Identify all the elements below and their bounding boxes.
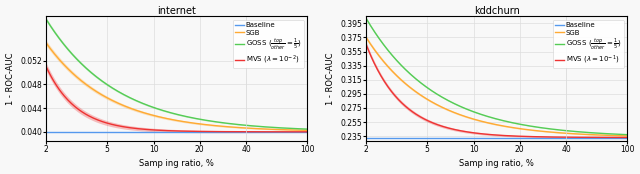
MVS ($\lambda = 10^{-2}$) <box>43 68 51 70</box>
Baseline <box>0 131 4 133</box>
MVS ($\lambda = 10^{-2}$) <box>303 131 311 133</box>
SGB <box>599 134 607 136</box>
MVS ($\lambda = 10^{-1}$) <box>623 136 631 139</box>
SGB <box>582 133 590 135</box>
GOSS ($\frac{\mathit{top}}{\mathit{other}}=\frac{1}{5}$) <box>363 19 371 21</box>
Line: SGB: SGB <box>366 37 627 136</box>
GOSS ($\frac{\mathit{top}}{\mathit{other}}=\frac{1}{5}$) <box>262 126 270 128</box>
GOSS ($\frac{\mathit{top}}{\mathit{other}}=\frac{1}{5}$) <box>43 20 51 22</box>
SGB <box>362 36 370 38</box>
Line: GOSS ($\frac{\mathit{top}}{\mathit{other}}=\frac{1}{5}$): GOSS ($\frac{\mathit{top}}{\mathit{other… <box>46 19 307 129</box>
GOSS ($\frac{\mathit{top}}{\mathit{other}}=\frac{1}{5}$) <box>518 124 525 126</box>
MVS ($\lambda = 10^{-1}$) <box>363 46 371 48</box>
MVS ($\lambda = 10^{-1}$) <box>517 135 525 137</box>
GOSS ($\frac{\mathit{top}}{\mathit{other}}=\frac{1}{5}$) <box>279 127 287 129</box>
SGB <box>517 128 525 130</box>
MVS ($\lambda = 10^{-2}$) <box>42 66 50 68</box>
MVS ($\lambda = 10^{-1}$) <box>522 135 530 137</box>
Baseline <box>316 137 324 139</box>
GOSS ($\frac{\mathit{top}}{\mathit{other}}=\frac{1}{5}$) <box>623 134 631 136</box>
SGB <box>279 129 287 131</box>
Y-axis label: 1 - ROC-AUC: 1 - ROC-AUC <box>326 52 335 105</box>
MVS ($\lambda = 10^{-2}$) <box>262 131 270 133</box>
Legend: Baseline, SGB, GOSS ($\frac{\mathit{top}}{\mathit{other}}=\frac{1}{5}$), MVS ($\: Baseline, SGB, GOSS ($\frac{\mathit{top}… <box>233 20 304 68</box>
SGB <box>623 135 631 137</box>
SGB <box>43 43 51 45</box>
X-axis label: Samp ing ratio, %: Samp ing ratio, % <box>140 159 214 168</box>
Line: MVS ($\lambda = 10^{-2}$): MVS ($\lambda = 10^{-2}$) <box>46 67 307 132</box>
Title: kddchurn: kddchurn <box>474 6 520 15</box>
X-axis label: Samp ing ratio, %: Samp ing ratio, % <box>460 159 534 168</box>
GOSS ($\frac{\mathit{top}}{\mathit{other}}=\frac{1}{5}$) <box>599 132 607 135</box>
MVS ($\lambda = 10^{-2}$) <box>197 130 205 132</box>
Line: MVS ($\lambda = 10^{-1}$): MVS ($\lambda = 10^{-1}$) <box>366 45 627 137</box>
SGB <box>202 124 210 126</box>
GOSS ($\frac{\mathit{top}}{\mathit{other}}=\frac{1}{5}$) <box>303 128 311 130</box>
MVS ($\lambda = 10^{-1}$) <box>599 136 607 139</box>
GOSS ($\frac{\mathit{top}}{\mathit{other}}=\frac{1}{5}$) <box>582 131 590 133</box>
Line: SGB: SGB <box>46 43 307 130</box>
MVS ($\lambda = 10^{-1}$) <box>582 136 590 138</box>
Title: internet: internet <box>157 6 196 15</box>
GOSS ($\frac{\mathit{top}}{\mathit{other}}=\frac{1}{5}$) <box>202 119 210 121</box>
SGB <box>522 128 530 130</box>
Line: GOSS ($\frac{\mathit{top}}{\mathit{other}}=\frac{1}{5}$): GOSS ($\frac{\mathit{top}}{\mathit{other… <box>366 18 627 135</box>
GOSS ($\frac{\mathit{top}}{\mathit{other}}=\frac{1}{5}$) <box>198 118 205 121</box>
MVS ($\lambda = 10^{-2}$) <box>198 130 205 132</box>
SGB <box>198 123 205 125</box>
GOSS ($\frac{\mathit{top}}{\mathit{other}}=\frac{1}{5}$) <box>522 124 530 126</box>
MVS ($\lambda = 10^{-2}$) <box>202 130 210 133</box>
GOSS ($\frac{\mathit{top}}{\mathit{other}}=\frac{1}{5}$) <box>362 17 370 19</box>
MVS ($\lambda = 10^{-1}$) <box>362 44 370 46</box>
SGB <box>303 129 311 131</box>
GOSS ($\frac{\mathit{top}}{\mathit{other}}=\frac{1}{5}$) <box>517 123 525 125</box>
MVS ($\lambda = 10^{-2}$) <box>279 131 287 133</box>
SGB <box>363 38 371 40</box>
MVS ($\lambda = 10^{-1}$) <box>518 135 525 137</box>
SGB <box>262 128 270 130</box>
GOSS ($\frac{\mathit{top}}{\mathit{other}}=\frac{1}{5}$) <box>42 18 50 20</box>
GOSS ($\frac{\mathit{top}}{\mathit{other}}=\frac{1}{5}$) <box>197 118 205 120</box>
SGB <box>197 123 205 125</box>
Y-axis label: 1 - ROC-AUC: 1 - ROC-AUC <box>6 52 15 105</box>
Legend: Baseline, SGB, GOSS ($\frac{\mathit{top}}{\mathit{other}}=\frac{1}{5}$), MVS ($\: Baseline, SGB, GOSS ($\frac{\mathit{top}… <box>553 20 624 68</box>
SGB <box>518 128 525 130</box>
SGB <box>42 42 50 44</box>
